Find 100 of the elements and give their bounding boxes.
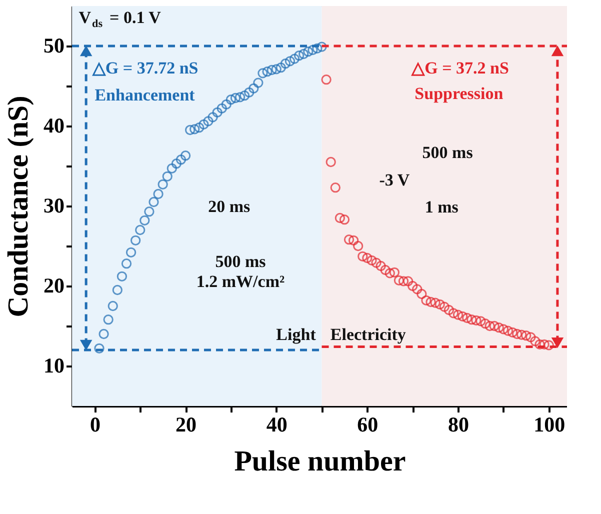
point [239, 90, 250, 101]
point [452, 310, 464, 320]
point [326, 156, 336, 168]
point [476, 316, 486, 326]
point [384, 268, 395, 278]
point [507, 327, 518, 338]
annotation: Light [276, 324, 316, 344]
point [303, 46, 314, 57]
point [158, 179, 168, 190]
point [484, 320, 495, 332]
point [180, 150, 191, 161]
x-axis-title: Pulse number [234, 446, 406, 478]
x-tick-label: 40 [266, 412, 288, 436]
point [512, 328, 522, 340]
point [494, 322, 504, 333]
point [221, 99, 232, 110]
point [358, 251, 368, 262]
point [316, 42, 327, 52]
point [353, 240, 364, 252]
point [203, 116, 214, 126]
point [434, 299, 445, 310]
point [371, 258, 382, 268]
point [312, 43, 322, 54]
point [426, 296, 436, 308]
point [489, 320, 500, 332]
point [466, 314, 477, 325]
point [194, 122, 204, 133]
point [298, 48, 309, 60]
point [412, 284, 422, 294]
point [112, 284, 122, 296]
point [135, 224, 146, 236]
point [521, 330, 532, 341]
annotation: 1 ms [424, 198, 459, 217]
annotation: Enhancement [94, 86, 196, 105]
point [226, 94, 236, 105]
annotation: Electricity [330, 324, 406, 344]
point [462, 312, 472, 324]
annotation: △G = 37.72 nS [91, 58, 198, 78]
point [284, 56, 296, 66]
point [530, 336, 540, 346]
annotation: △G = 37.2 nS [410, 58, 509, 78]
point [108, 300, 118, 312]
point [421, 295, 432, 306]
point [144, 206, 154, 217]
point [544, 340, 554, 350]
point [348, 235, 359, 246]
point [230, 92, 241, 104]
y-tick-label: 30 [44, 194, 64, 218]
annotation: 500 ms [215, 252, 266, 271]
point [248, 83, 259, 94]
point [480, 318, 490, 329]
point [190, 124, 200, 134]
point [208, 112, 218, 122]
point [398, 276, 409, 286]
point [276, 62, 286, 73]
point [234, 92, 246, 102]
point [362, 252, 372, 264]
point [339, 214, 350, 225]
point [294, 50, 304, 61]
point [457, 311, 468, 322]
point [330, 182, 340, 193]
point [162, 171, 172, 182]
point [271, 64, 282, 74]
annotation: 1.2 mW/cm² [196, 272, 285, 291]
point [444, 304, 454, 316]
point [184, 124, 196, 136]
point [416, 288, 427, 300]
point [280, 58, 291, 69]
point [539, 339, 550, 350]
x-tick-label: 60 [357, 412, 378, 436]
point [176, 154, 186, 165]
point [402, 276, 414, 286]
x-tick-label: 20 [176, 412, 197, 436]
point [289, 54, 300, 64]
point [321, 74, 332, 85]
annotation: 500 ms [422, 143, 474, 162]
point [534, 339, 545, 350]
point [516, 330, 527, 340]
annotation: Suppression [414, 84, 504, 103]
point [258, 68, 268, 78]
point [366, 255, 377, 266]
point [166, 163, 177, 174]
point [266, 64, 277, 76]
annotation: -3 V [379, 170, 410, 190]
y-tick-label: 10 [44, 354, 64, 378]
point [471, 315, 482, 326]
annotation: 20 ms [208, 196, 251, 216]
point [502, 326, 514, 336]
point [498, 324, 508, 334]
point [439, 302, 450, 312]
point [216, 103, 227, 114]
point [526, 332, 536, 342]
point [148, 196, 159, 208]
point [130, 235, 141, 246]
x-tick-label: 0 [90, 412, 100, 436]
point [198, 119, 209, 130]
x-tick-label: 80 [448, 412, 470, 436]
point [212, 107, 222, 118]
point [94, 343, 104, 354]
x-tick-label: 100 [534, 412, 566, 436]
